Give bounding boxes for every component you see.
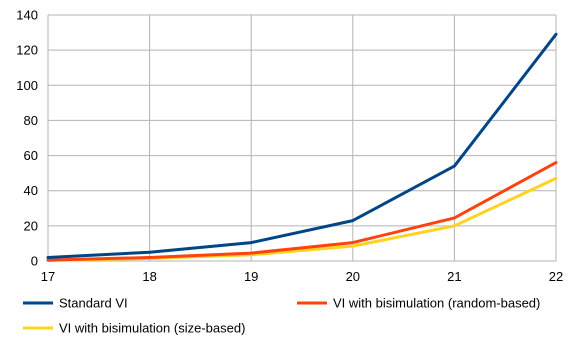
legend-label: VI with bisimulation (random-based) [333, 296, 540, 311]
y-axis-ticks: 0 20 40 60 80 100 120 140 [16, 8, 38, 269]
x-tick-label: 21 [447, 269, 461, 284]
legend-item: Standard VI [23, 296, 128, 311]
series-line-1 [46, 32, 558, 259]
y-tick-label: 60 [24, 148, 38, 163]
grid [47, 14, 557, 262]
legend-item: VI with bisimulation (random-based) [297, 296, 540, 311]
x-tick-label: 19 [244, 269, 258, 284]
axes [47, 15, 556, 262]
y-tick-label: 40 [24, 183, 38, 198]
legend-label: Standard VI [59, 296, 128, 311]
x-tick-label: 22 [549, 269, 563, 284]
legend-label: VI with bisimulation (size-based) [59, 321, 245, 336]
y-tick-label: 20 [24, 218, 38, 233]
y-tick-label: 80 [24, 113, 38, 128]
x-tick-label: 17 [41, 269, 55, 284]
y-tick-label: 0 [31, 254, 38, 269]
x-axis-ticks: 17 18 19 20 21 22 [41, 269, 563, 284]
series-line-2 [46, 161, 558, 262]
series-lines [46, 32, 558, 262]
x-tick-label: 18 [142, 269, 156, 284]
x-tick-label: 20 [346, 269, 360, 284]
y-tick-label: 100 [16, 78, 38, 93]
y-tick-label: 140 [16, 8, 38, 23]
y-tick-label: 120 [16, 43, 38, 58]
legend-item: VI with bisimulation (size-based) [23, 321, 245, 336]
legend: Standard VI VI with bisimulation (random-… [23, 296, 540, 336]
